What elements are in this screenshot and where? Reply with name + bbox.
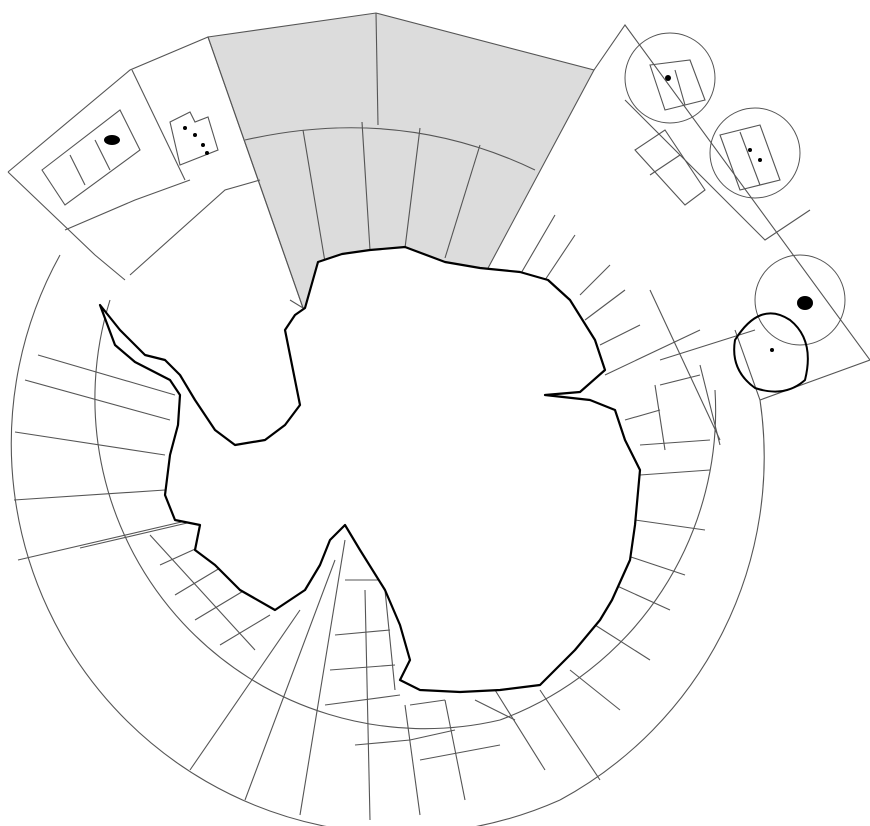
sector-line xyxy=(219,614,271,646)
inset-box xyxy=(169,111,219,166)
sector-line xyxy=(409,699,446,706)
highlighted-inset xyxy=(733,312,809,393)
shaded-sector-divider xyxy=(302,129,326,263)
sector-line xyxy=(299,539,346,816)
inset-box xyxy=(719,124,781,191)
inset-box xyxy=(649,59,706,111)
inset-line xyxy=(131,69,186,181)
sector-line xyxy=(444,699,466,801)
sector-line xyxy=(384,589,396,691)
inset-box xyxy=(649,154,681,176)
island-dot xyxy=(758,158,762,162)
inset-circle xyxy=(624,32,716,124)
sector-line xyxy=(639,469,711,476)
inner-ring-right xyxy=(499,389,717,721)
sector-line xyxy=(699,364,721,446)
sector-line xyxy=(354,739,411,746)
sector-line xyxy=(334,629,391,636)
sector-line xyxy=(409,729,456,741)
inset-box xyxy=(41,109,141,206)
sector-line xyxy=(404,704,421,816)
sector-line xyxy=(174,564,226,596)
inset-box xyxy=(634,129,706,206)
island-dot xyxy=(665,75,671,81)
inset-box xyxy=(94,139,111,171)
inset-circle xyxy=(709,107,801,199)
sector-line xyxy=(24,379,171,421)
island-dot xyxy=(193,133,197,137)
sector-line xyxy=(639,439,711,446)
sector-line xyxy=(624,554,686,576)
inner-ring xyxy=(94,299,501,730)
sector-line xyxy=(474,699,516,721)
sector-line xyxy=(189,609,301,771)
inset-frame-left xyxy=(7,36,305,310)
sector-line xyxy=(604,329,701,376)
sector-line xyxy=(17,519,191,561)
shaded-sector-divider xyxy=(375,12,379,126)
island-2 xyxy=(797,296,813,310)
inset-line xyxy=(64,179,191,231)
shaded-sector-divider xyxy=(444,144,481,259)
sector-line xyxy=(13,489,166,501)
sector-line xyxy=(519,214,556,276)
sector-line xyxy=(624,409,661,421)
inset-frame-right xyxy=(593,24,870,401)
island-dot xyxy=(183,126,187,130)
sector-line xyxy=(149,534,256,651)
sector-line xyxy=(329,664,396,671)
sector-line xyxy=(419,744,501,761)
sector-line xyxy=(244,559,336,801)
sector-line xyxy=(539,689,601,781)
outer-ring-right xyxy=(559,399,765,801)
sector-line xyxy=(659,374,701,386)
shaded-sector-divider xyxy=(404,127,421,249)
sector-line xyxy=(579,264,611,296)
sector-line xyxy=(614,584,671,611)
sector-line xyxy=(364,589,371,821)
sector-line xyxy=(194,589,246,621)
inset-box xyxy=(739,131,761,186)
shaded-sector-divider xyxy=(361,121,371,251)
sector-line xyxy=(599,324,641,346)
sector-line xyxy=(569,669,621,711)
antarctica-coastline xyxy=(98,245,642,694)
outer-ring xyxy=(10,254,561,826)
island-dot xyxy=(770,348,774,352)
sector-line xyxy=(14,431,166,456)
inset-frame-left xyxy=(7,171,126,281)
sector-line xyxy=(634,519,706,531)
inset-line xyxy=(129,179,261,276)
inset-circle xyxy=(754,254,846,346)
sector-line xyxy=(654,384,666,451)
sector-line xyxy=(79,519,201,549)
sector-line xyxy=(594,624,651,661)
inset-line xyxy=(624,99,811,241)
island-1 xyxy=(104,135,120,145)
shaded-sector-inner-arc xyxy=(244,127,536,171)
island-dot xyxy=(201,143,205,147)
inset-box xyxy=(674,69,686,106)
sector-line xyxy=(37,354,176,396)
sector-line xyxy=(494,689,546,771)
inset-box xyxy=(69,154,86,186)
sector-line xyxy=(584,289,626,321)
island-dot xyxy=(205,151,209,155)
sector-line xyxy=(324,694,401,706)
sector-line xyxy=(649,289,721,441)
island-dot xyxy=(748,148,752,152)
sector-line xyxy=(544,234,576,281)
